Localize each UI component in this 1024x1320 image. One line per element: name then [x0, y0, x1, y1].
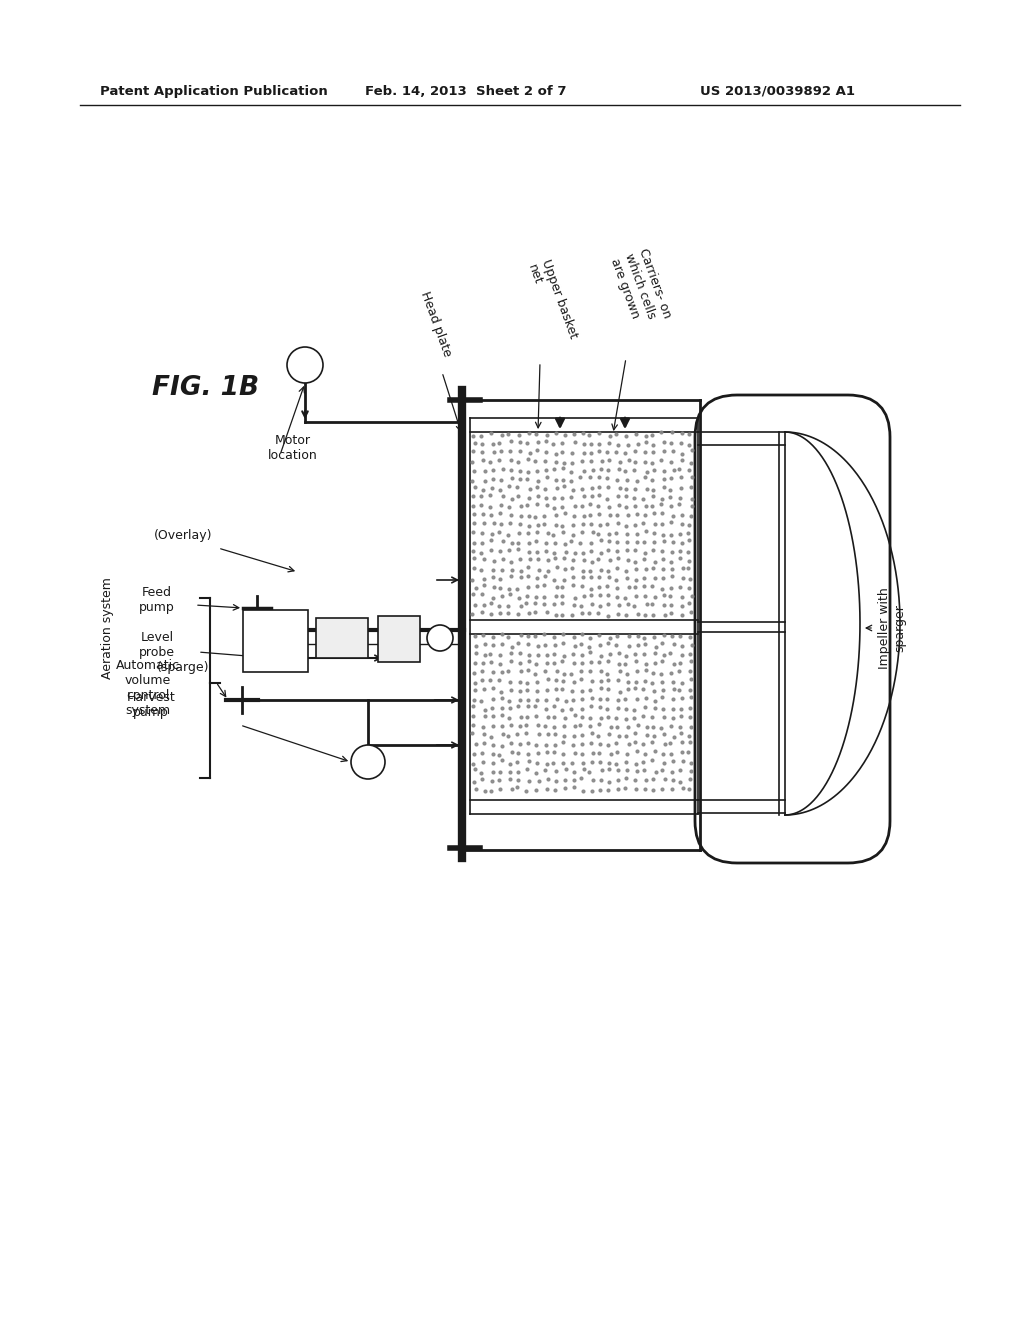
Text: Head plate: Head plate — [418, 289, 454, 358]
Text: FIG. 1B: FIG. 1B — [152, 375, 259, 401]
Circle shape — [287, 347, 323, 383]
Text: Carriers- on
which cells
are grown: Carriers- on which cells are grown — [608, 247, 674, 330]
Text: Automatic
volume
control
system: Automatic volume control system — [116, 659, 180, 717]
Text: (Overlay): (Overlay) — [154, 528, 212, 541]
Text: Level
probe: Level probe — [139, 631, 175, 659]
Text: (sparge): (sparge) — [157, 661, 209, 675]
Circle shape — [351, 744, 385, 779]
Text: Motor
location: Motor location — [268, 434, 317, 462]
Text: Aeration system: Aeration system — [101, 577, 115, 678]
Text: Feb. 14, 2013  Sheet 2 of 7: Feb. 14, 2013 Sheet 2 of 7 — [365, 84, 566, 98]
Text: Upper basket
net: Upper basket net — [525, 257, 580, 345]
Text: Patent Application Publication: Patent Application Publication — [100, 84, 328, 98]
Circle shape — [427, 624, 453, 651]
Text: Impeller with
sparger: Impeller with sparger — [878, 587, 906, 669]
FancyBboxPatch shape — [695, 395, 890, 863]
Bar — [378, 616, 420, 663]
Text: Feed
pump: Feed pump — [139, 586, 175, 614]
Text: US 2013/0039892 A1: US 2013/0039892 A1 — [700, 84, 855, 98]
Bar — [243, 610, 308, 672]
Text: Harvest
pump: Harvest pump — [126, 690, 175, 719]
Bar — [316, 618, 368, 657]
